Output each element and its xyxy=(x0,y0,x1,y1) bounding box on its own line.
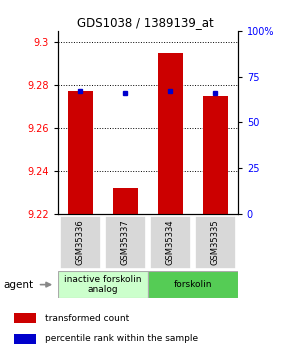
Bar xyxy=(60,216,101,268)
Bar xyxy=(14,334,37,344)
Text: percentile rank within the sample: percentile rank within the sample xyxy=(45,334,198,343)
Text: GSM35337: GSM35337 xyxy=(121,219,130,265)
Bar xyxy=(158,52,183,214)
Text: agent: agent xyxy=(3,280,33,289)
Bar xyxy=(68,91,93,214)
Bar xyxy=(14,313,37,323)
Bar xyxy=(195,216,235,268)
Text: forskolin: forskolin xyxy=(174,280,212,289)
Bar xyxy=(148,272,238,298)
Text: inactive forskolin
analog: inactive forskolin analog xyxy=(64,275,142,294)
Bar xyxy=(113,188,138,214)
Text: GSM35334: GSM35334 xyxy=(166,219,175,265)
Bar xyxy=(150,216,191,268)
Text: GSM35336: GSM35336 xyxy=(76,219,85,265)
Text: GDS1038 / 1389139_at: GDS1038 / 1389139_at xyxy=(77,16,213,29)
Text: transformed count: transformed count xyxy=(45,314,129,323)
Bar xyxy=(58,272,148,298)
Bar xyxy=(105,216,146,268)
Bar xyxy=(203,96,228,214)
Text: GSM35335: GSM35335 xyxy=(211,219,220,265)
